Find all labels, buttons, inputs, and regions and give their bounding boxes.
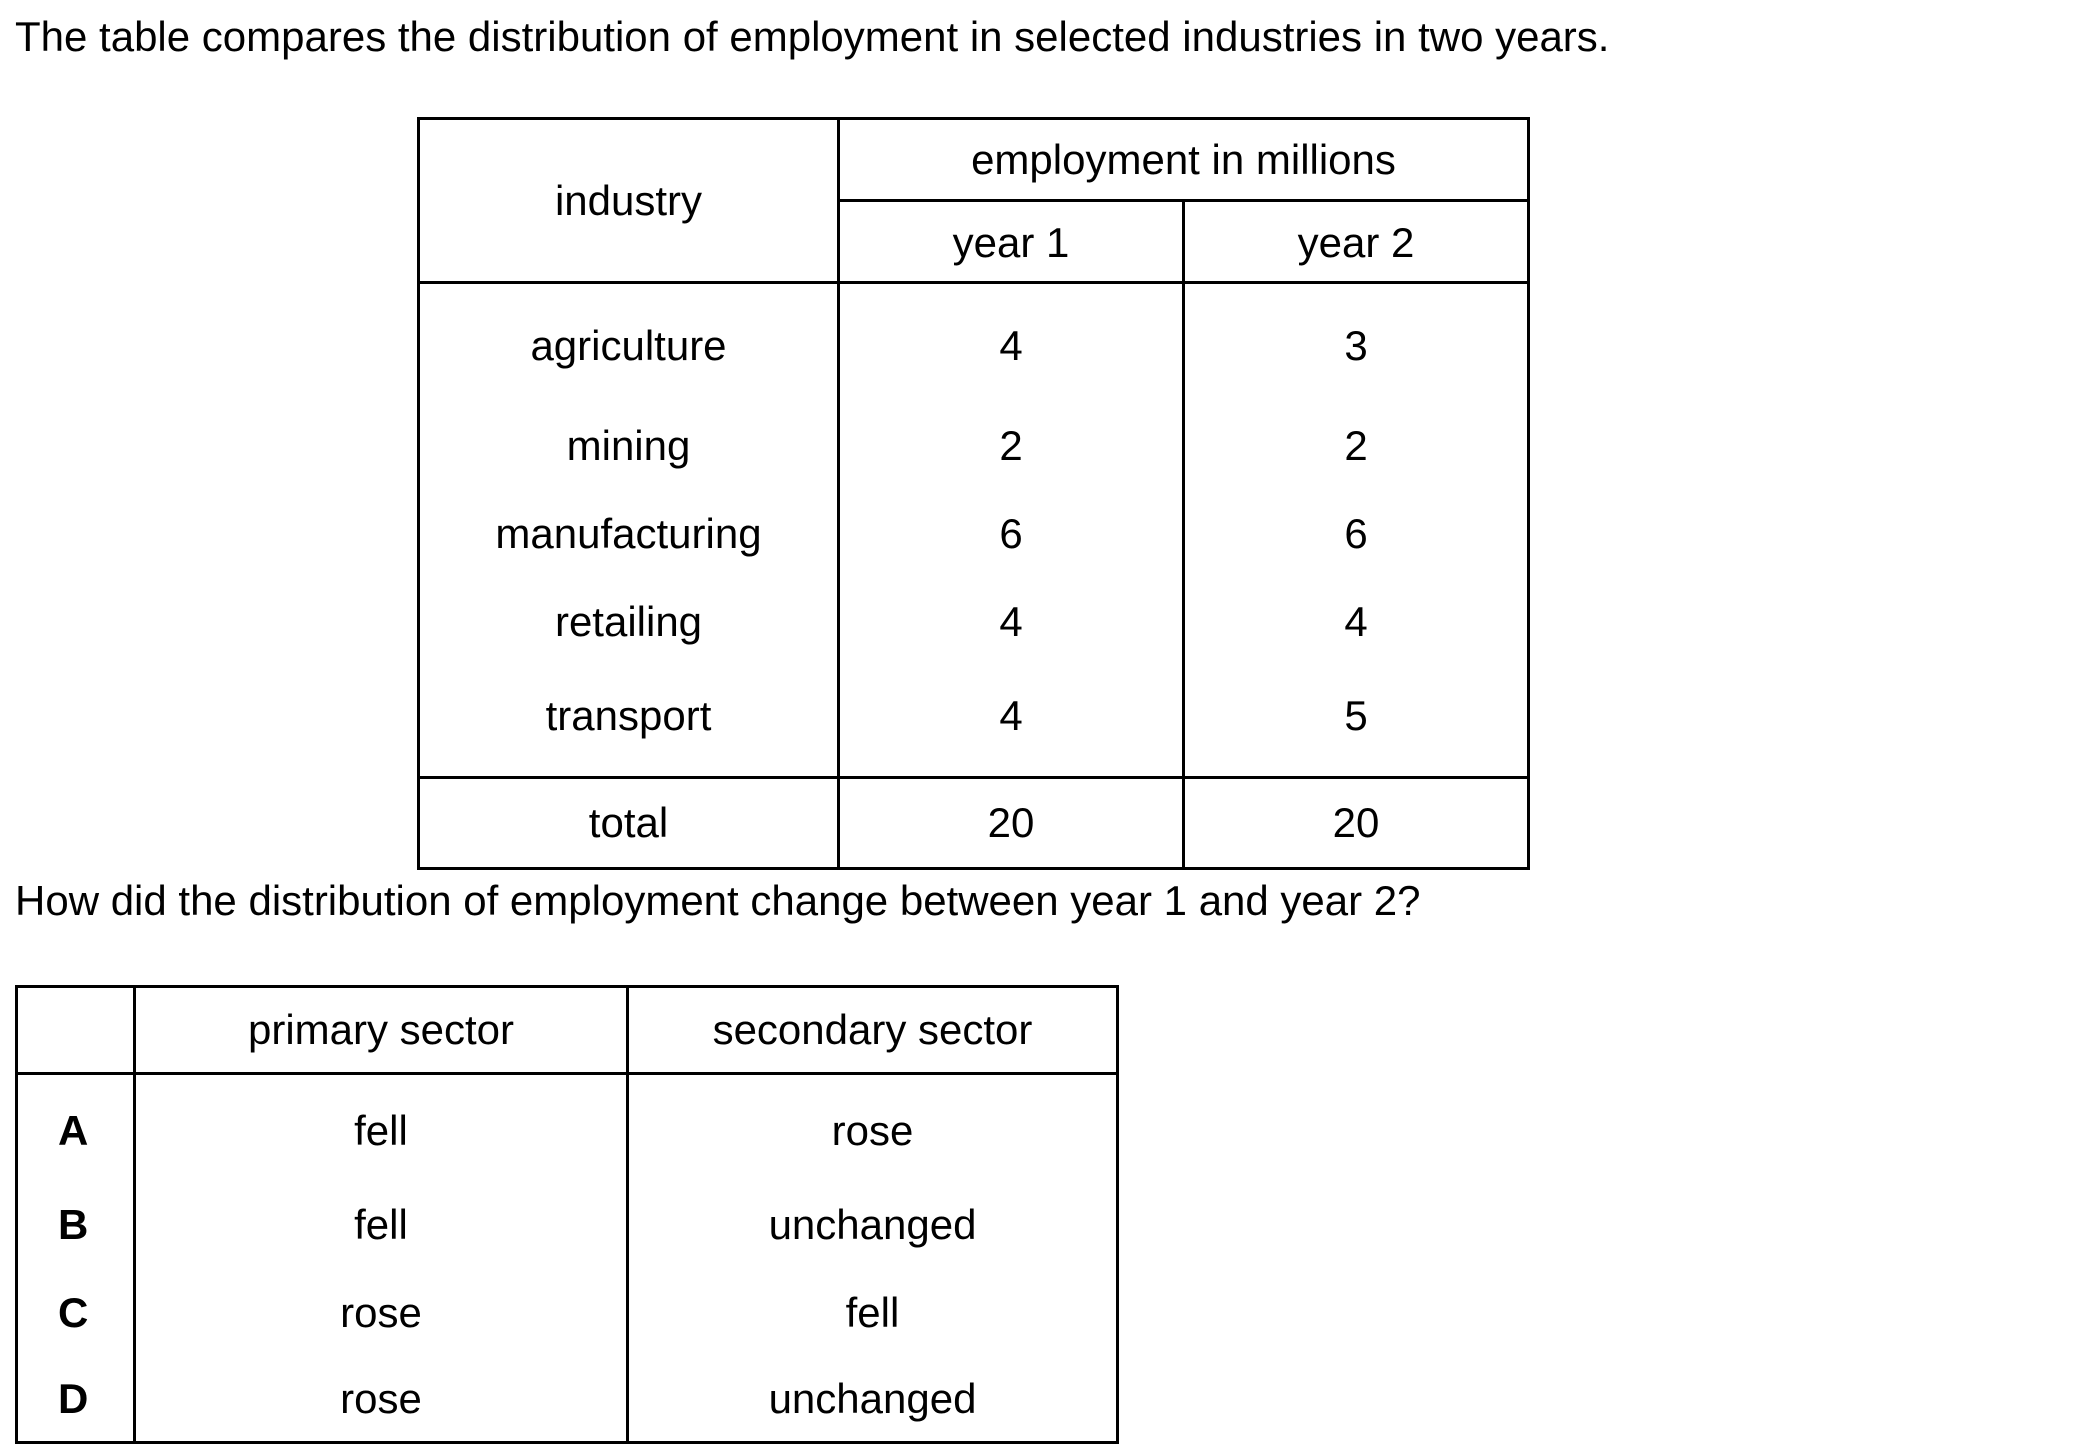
primary-sector-cell: fell [133, 1181, 629, 1269]
answer-option-b[interactable]: B fell unchanged [15, 1181, 1119, 1269]
answer-option-a[interactable]: A fell rose [15, 1073, 1119, 1181]
year1-cell: 6 [837, 490, 1185, 578]
year2-cell: 6 [1182, 490, 1530, 578]
secondary-sector-cell: unchanged [626, 1181, 1119, 1269]
industry-cell: retailing [417, 578, 840, 666]
table-row: retailing 4 4 [417, 578, 1530, 666]
year2-cell: 3 [1182, 282, 1530, 402]
industry-cell: transport [417, 666, 840, 778]
industry-cell: manufacturing [417, 490, 840, 578]
intro-text: The table compares the distribution of e… [15, 13, 1610, 60]
total-label: total [417, 776, 840, 870]
year1-header: year 1 [837, 199, 1185, 284]
year2-cell: 2 [1182, 402, 1530, 490]
primary-sector-cell: rose [133, 1269, 629, 1357]
year2-cell: 4 [1182, 578, 1530, 666]
primary-sector-cell: rose [133, 1357, 629, 1443]
option-letter: D [15, 1357, 136, 1443]
secondary-sector-cell: fell [626, 1269, 1119, 1357]
option-letter: A [15, 1073, 136, 1181]
industry-cell: agriculture [417, 282, 840, 402]
total-year2: 20 [1182, 776, 1530, 870]
option-letter: B [15, 1181, 136, 1269]
answer-option-c[interactable]: C rose fell [15, 1269, 1119, 1357]
primary-sector-header: primary sector [133, 985, 629, 1075]
secondary-sector-cell: rose [626, 1073, 1119, 1181]
total-year1: 20 [837, 776, 1185, 870]
answer-option-d[interactable]: D rose unchanged [15, 1357, 1119, 1443]
secondary-sector-header: secondary sector [626, 985, 1119, 1075]
table-row: transport 4 5 [417, 666, 1530, 778]
answer-options-table: primary sector secondary sector A fell r… [15, 985, 1119, 1444]
table-row: mining 2 2 [417, 402, 1530, 490]
year1-cell: 4 [837, 282, 1185, 402]
employment-table: industry employment in millions year 1 y… [417, 117, 1530, 870]
question-text: How did the distribution of employment c… [15, 877, 1421, 924]
year1-cell: 4 [837, 578, 1185, 666]
year1-cell: 4 [837, 666, 1185, 778]
industry-cell: mining [417, 402, 840, 490]
table-row: manufacturing 6 6 [417, 490, 1530, 578]
secondary-sector-cell: unchanged [626, 1357, 1119, 1443]
year2-header: year 2 [1182, 199, 1530, 284]
option-letter-header [15, 985, 136, 1075]
table-row: agriculture 4 3 [417, 282, 1530, 402]
employment-group-header: employment in millions [837, 117, 1530, 202]
primary-sector-cell: fell [133, 1073, 629, 1181]
year2-cell: 5 [1182, 666, 1530, 778]
total-row: total 20 20 [417, 776, 1530, 870]
industry-header: industry [417, 117, 840, 284]
option-letter: C [15, 1269, 136, 1357]
year1-cell: 2 [837, 402, 1185, 490]
